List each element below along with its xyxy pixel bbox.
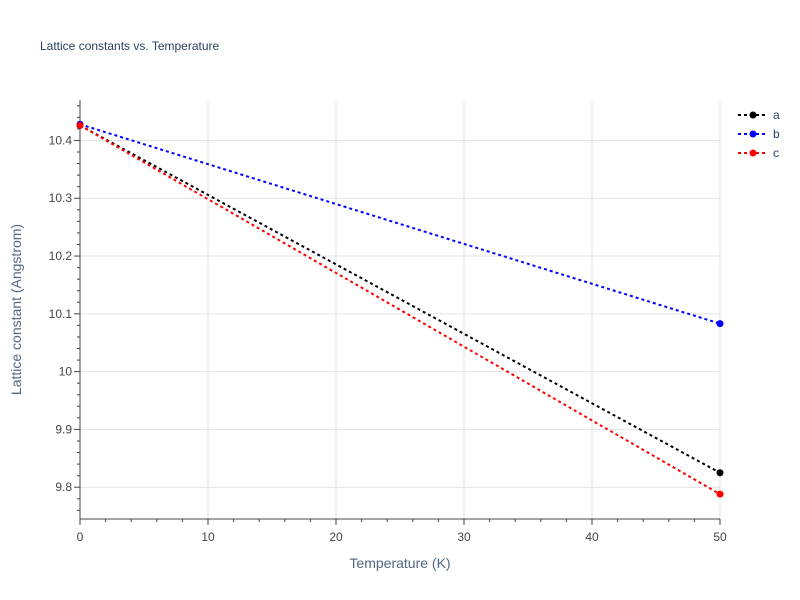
legend-marker [749,149,757,157]
x-tick-label: 30 [457,530,471,544]
series-line-c [79,124,721,496]
x-tick-label: 40 [585,530,599,544]
y-tick-label: 10 [59,365,73,379]
legend-item-a[interactable]: a [738,108,780,122]
grid [80,100,721,519]
y-axis-title: Lattice constant (Angstrom) [8,224,24,395]
x-tick-label: 50 [713,530,727,544]
data-point-c [76,121,84,129]
data-point-b [716,320,724,328]
y-tick-label: 9.9 [55,422,72,436]
data-point-a [716,469,724,477]
legend-marker [749,130,757,138]
x-tick-label: 0 [77,530,84,544]
legend-label: a [773,108,780,122]
legend-label: c [773,146,779,160]
x-tick-label: 20 [329,530,343,544]
chart-title: Lattice constants vs. Temperature [40,39,220,53]
x-tick-label: 10 [201,530,215,544]
data-point-c [716,490,724,498]
y-tick-label: 10.4 [49,133,73,147]
series-line-a [79,124,721,474]
legend-item-c[interactable]: c [738,146,779,160]
y-tick-label: 10.2 [49,249,73,263]
axes: 0 10 20 30 40 50 9.8 9.9 10 10.1 10.2 10.3 10.4 [49,100,727,544]
y-tick-label: 10.3 [49,191,73,205]
series-line-b [79,123,721,325]
legend-label: b [773,127,780,141]
series-layer [76,120,724,498]
y-tick-label: 9.8 [55,480,72,494]
legend-marker [749,111,757,119]
y-tick-label: 10.1 [49,307,73,321]
x-axis-title: Temperature (K) [349,555,450,571]
legend-item-b[interactable]: b [738,127,780,141]
legend[interactable]: abc [738,108,780,160]
